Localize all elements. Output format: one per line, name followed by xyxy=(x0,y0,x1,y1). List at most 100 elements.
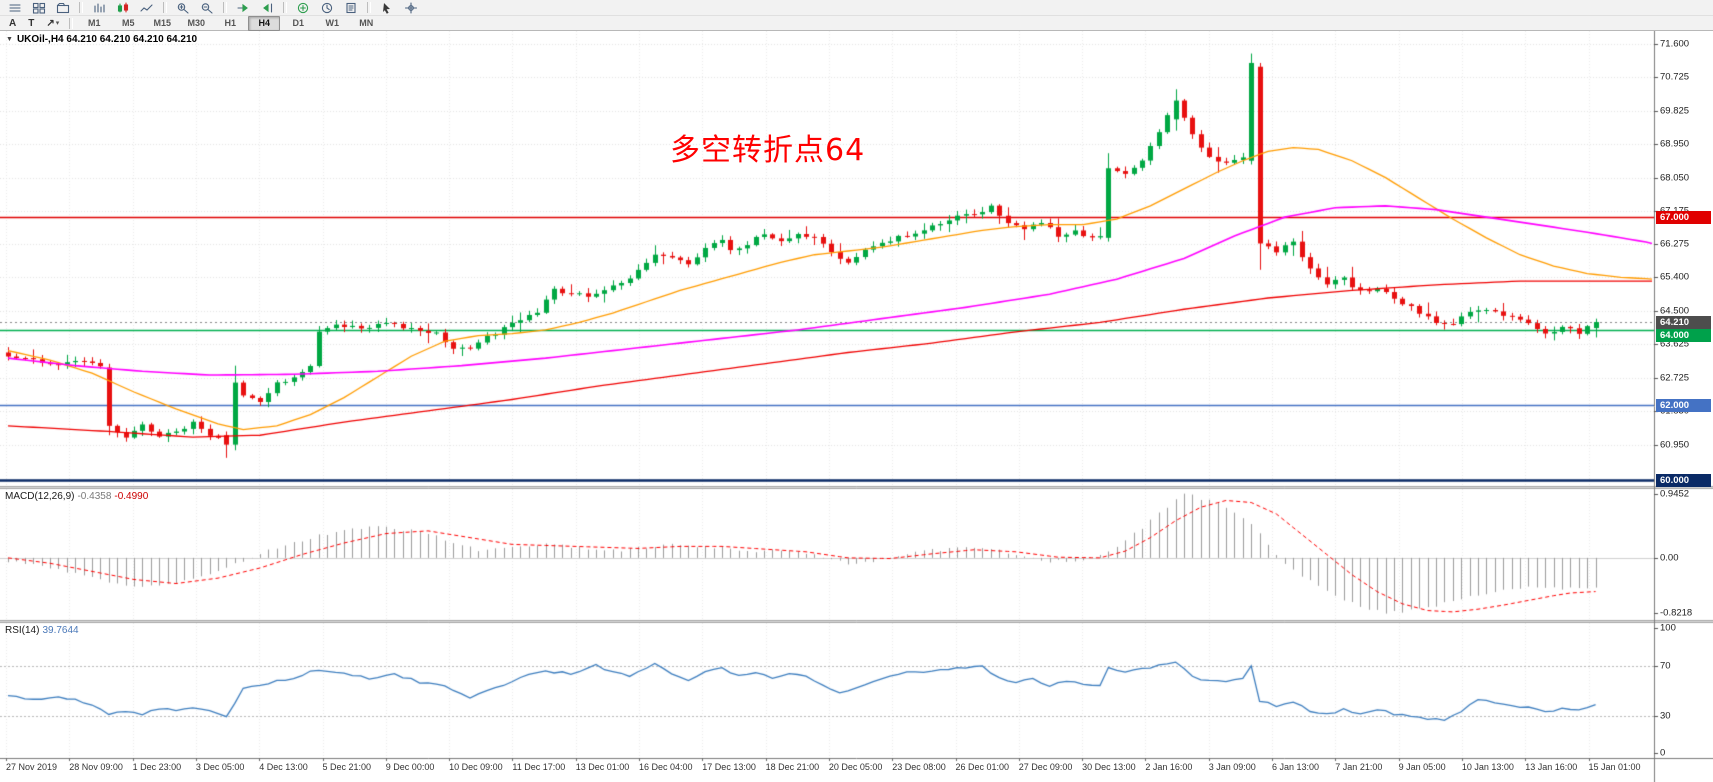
profiles-icon[interactable] xyxy=(52,0,74,15)
time-tick-label: 23 Dec 08:00 xyxy=(892,762,946,772)
periods-icon[interactable] xyxy=(316,0,338,15)
price-chart-canvas[interactable] xyxy=(0,31,1713,782)
time-tick-label: 3 Dec 05:00 xyxy=(195,762,245,772)
price-axis: 71.600 70.725 69.825 68.950 68.050 67.175 66.2… xyxy=(1655,31,1713,782)
timeframe-m1-button[interactable]: M1 xyxy=(87,18,101,28)
macd-tick-label: 0.00 xyxy=(1660,552,1679,564)
price-tag-62.000: 62.000 xyxy=(1656,398,1711,412)
time-tick-label: 30 Dec 13:00 xyxy=(1082,762,1136,772)
macd-signal-value: -0.4990 xyxy=(114,491,149,502)
time-tick-label: 3 Jan 09:00 xyxy=(1208,762,1256,772)
zoom-out-icon[interactable] xyxy=(196,0,218,15)
candlestick-chart-icon[interactable] xyxy=(112,0,134,15)
timeframe-d1-button[interactable]: D1 xyxy=(292,18,304,28)
timeframe-m15-button[interactable]: M15 xyxy=(153,18,171,28)
timeframe-m5-button[interactable]: M5 xyxy=(121,18,135,28)
time-tick-label: 16 Dec 04:00 xyxy=(639,762,693,772)
chart-title: ▼ UKOil-,H4 64.210 64.210 64.210 64.210 xyxy=(6,34,197,45)
time-tick-label: 4 Dec 13:00 xyxy=(259,762,308,772)
timeframes-group: M1 M5 M15 M30 H1 H4 D1 W1 MN xyxy=(77,15,383,31)
price-tick-label: 65.400 xyxy=(1660,271,1690,283)
timeframe-h4-button[interactable]: H4 xyxy=(248,15,281,31)
time-tick-label: 20 Dec 05:00 xyxy=(828,762,883,772)
time-tick-label: 27 Nov 2019 xyxy=(6,762,58,772)
toolbar-separator xyxy=(163,2,167,13)
rsi-value: 39.7644 xyxy=(42,625,79,636)
drawing-tools-group: A T ↗ ▾ xyxy=(3,16,65,31)
menu-icon[interactable] xyxy=(4,0,26,15)
macd-indicator-label: MACD(12,26,9) -0.4358 -0.4990 xyxy=(5,491,148,502)
rsi-tick-label: 0 xyxy=(1660,747,1666,759)
auto-scroll-icon[interactable] xyxy=(232,0,254,15)
time-tick-label: 10 Dec 09:00 xyxy=(449,762,503,772)
timeframe-m30-button[interactable]: M30 xyxy=(187,18,205,28)
time-tick-label: 9 Jan 05:00 xyxy=(1398,762,1446,772)
time-tick-label: 17 Dec 13:00 xyxy=(702,762,756,772)
time-axis: 27 Nov 2019 28 Nov 09:00 1 Dec 23:00 3 Dec … xyxy=(0,758,1655,782)
macd-tick-label: -0.8218 xyxy=(1660,607,1693,619)
chart-annotation-text: 多空转折点64 xyxy=(670,133,866,168)
price-tick-label: 62.725 xyxy=(1660,372,1690,384)
toolbar-separator xyxy=(367,2,371,13)
timeframe-mn-button[interactable]: MN xyxy=(359,18,374,28)
text-label-tool-button[interactable]: T xyxy=(28,17,35,29)
time-tick-label: 10 Jan 13:00 xyxy=(1461,762,1514,772)
price-tag-64.000: 64.000 xyxy=(1656,328,1711,342)
chart-title-text: UKOil-,H4 64.210 64.210 64.210 64.210 xyxy=(16,34,198,45)
time-tick-label: 9 Dec 00:00 xyxy=(385,762,435,772)
time-tick-label: 7 Jan 21:00 xyxy=(1335,762,1383,772)
toolbar-separator xyxy=(283,2,287,13)
price-tick-label: 71.600 xyxy=(1660,38,1690,50)
time-tick-label: 15 Jan 01:00 xyxy=(1588,762,1641,772)
time-tick-label: 5 Dec 21:00 xyxy=(322,762,372,772)
time-tick-label: 27 Dec 09:00 xyxy=(1018,762,1073,772)
time-tick-label: 11 Dec 17:00 xyxy=(512,762,566,772)
bar-chart-icon[interactable] xyxy=(88,0,110,15)
rsi-tick-label: 70 xyxy=(1660,660,1671,671)
price-tag-60.000: 60.000 xyxy=(1656,473,1711,487)
time-tick-label: 1 Dec 23:00 xyxy=(132,762,182,772)
chart-shift-icon[interactable] xyxy=(256,0,278,15)
price-tick-label: 68.950 xyxy=(1660,138,1690,150)
price-tick-label: 70.725 xyxy=(1660,71,1690,83)
toolbar-separator xyxy=(223,2,227,13)
chevron-down-icon: ▾ xyxy=(55,20,60,27)
toolbar-separator xyxy=(69,17,74,29)
toolbar-main xyxy=(0,0,1713,16)
price-tag-64.210: 64.210 xyxy=(1656,315,1711,329)
price-tick-label: 64.500 xyxy=(1660,305,1690,317)
price-tick-label: 67.175 xyxy=(1660,205,1689,216)
crosshair-icon[interactable] xyxy=(400,0,422,15)
line-chart-icon[interactable] xyxy=(136,0,158,15)
rsi-indicator-label: RSI(14) 39.7644 xyxy=(5,625,79,636)
cursor-icon[interactable] xyxy=(376,0,398,15)
toolbar-tools: A T ↗ ▾ M1 M5 M15 M30 H1 H4 D1 W1 MN xyxy=(0,15,1713,31)
chart-area[interactable]: ▼ UKOil-,H4 64.210 64.210 64.210 64.210 … xyxy=(0,31,1713,782)
time-tick-label: 2 Jan 16:00 xyxy=(1145,762,1193,772)
arrows-tool-button[interactable]: ↗ ▾ xyxy=(46,17,60,29)
timeframe-h1-button[interactable]: H1 xyxy=(224,18,236,28)
timeframe-w1-button[interactable]: W1 xyxy=(325,18,340,28)
time-tick-label: 6 Jan 13:00 xyxy=(1272,762,1320,772)
price-tick-label: 68.050 xyxy=(1660,172,1690,184)
templates-icon[interactable] xyxy=(340,0,362,15)
macd-name: MACD(12,26,9) xyxy=(5,491,75,502)
chart-menu-arrow-icon[interactable]: ▼ xyxy=(6,36,13,43)
macd-tick-label: 0.9452 xyxy=(1660,488,1690,500)
price-tag-67.000: 67.000 xyxy=(1656,210,1711,224)
rsi-tick-label: 30 xyxy=(1660,710,1671,721)
zoom-in-icon[interactable] xyxy=(172,0,194,15)
rsi-name: RSI(14) xyxy=(5,625,40,636)
text-tool-button[interactable]: A xyxy=(9,17,17,29)
time-tick-label: 26 Dec 01:00 xyxy=(955,762,1010,772)
price-tick-label: 66.275 xyxy=(1660,238,1690,250)
price-tick-label: 69.825 xyxy=(1660,105,1690,117)
time-tick-label: 28 Nov 09:00 xyxy=(69,762,123,772)
tile-windows-icon[interactable] xyxy=(28,0,50,15)
time-tick-label: 13 Dec 01:00 xyxy=(575,762,630,772)
indicators-icon[interactable] xyxy=(292,0,314,15)
price-tick-label: 60.950 xyxy=(1660,439,1690,451)
time-tick-label: 13 Jan 16:00 xyxy=(1525,762,1578,772)
time-tick-label: 18 Dec 21:00 xyxy=(765,762,820,772)
